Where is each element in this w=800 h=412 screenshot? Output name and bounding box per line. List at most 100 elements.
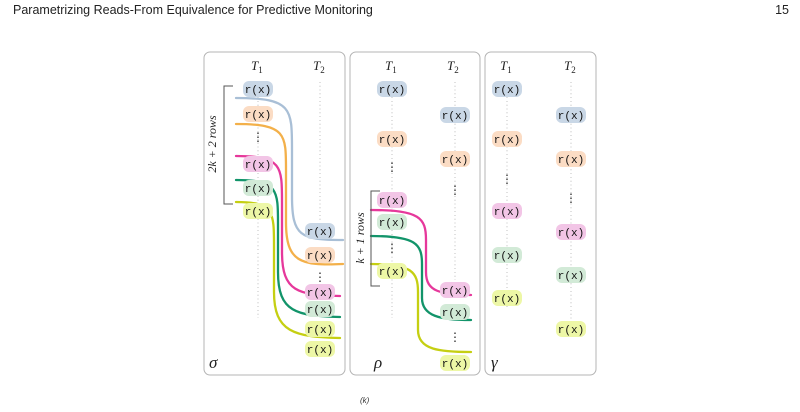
event-node-label: r(x) — [245, 160, 271, 172]
event-node-read-x: r(x) — [377, 214, 407, 230]
event-node-bg — [440, 107, 470, 123]
event-node-read-x: r(x) — [305, 223, 335, 239]
event-node-label: r(x) — [494, 135, 520, 147]
rho-t1-ellipsis-1: ⋮ — [386, 160, 398, 174]
event-node-bg — [556, 267, 586, 283]
gamma-t1-label: T1 — [500, 58, 512, 75]
sigma-t1-ellipsis: ⋮ — [252, 130, 264, 144]
sigma-curve-orange — [234, 122, 345, 266]
event-node-label: r(x) — [442, 155, 468, 167]
event-node-bg — [556, 224, 586, 240]
event-node-bg — [305, 341, 335, 357]
event-node-bg — [556, 151, 586, 167]
event-nodes: r(x) r(x) r(x) r(x) r(x) r(x) r(x) r(x) r(x) r(x)… — [243, 81, 586, 371]
running-title: Parametrizing Reads-From Equivalence for… — [13, 3, 373, 17]
event-node-bg — [492, 290, 522, 306]
event-node-label: r(x) — [379, 196, 405, 208]
event-node-bg — [305, 223, 335, 239]
event-node-label: r(x) — [307, 288, 333, 300]
event-node-label: r(x) — [442, 308, 468, 320]
event-node-label: r(x) — [245, 207, 271, 219]
event-node-bg — [243, 81, 273, 97]
event-node-bg — [377, 263, 407, 279]
event-node-bg — [377, 214, 407, 230]
event-node-read-x: r(x) — [492, 203, 522, 219]
event-node-read-x: r(x) — [492, 247, 522, 263]
event-node-bg — [243, 106, 273, 122]
rho-t2-ellipsis-2: ⋮ — [449, 330, 461, 344]
event-node-read-x: r(x) — [556, 107, 586, 123]
sigma-brace-label: 2k + 2 rows — [205, 115, 219, 173]
event-node-label: r(x) — [558, 271, 584, 283]
event-node-label: r(x) — [558, 111, 584, 123]
sigma-symbol: σ — [209, 353, 218, 372]
event-node-bg — [243, 180, 273, 196]
event-node-label: r(x) — [494, 294, 520, 306]
sigma-t2-ellipsis: ⋮ — [314, 270, 326, 284]
gamma-t2-ellipsis: ⋮ — [565, 191, 577, 205]
event-node-bg — [556, 321, 586, 337]
panel-sigma-frame — [203, 51, 346, 376]
event-node-read-x: r(x) — [305, 301, 335, 317]
event-node-bg — [492, 81, 522, 97]
event-node-read-x: r(x) — [305, 321, 335, 337]
event-node-bg — [556, 107, 586, 123]
event-node-read-x: r(x) — [305, 284, 335, 300]
event-node-bg — [305, 247, 335, 263]
event-node-read-x: r(x) — [377, 131, 407, 147]
rho-t1-ellipsis-2: ⋮ — [386, 241, 398, 255]
event-node-label: r(x) — [245, 110, 271, 122]
event-node-label: r(x) — [558, 228, 584, 240]
event-node-label: r(x) — [558, 325, 584, 337]
gamma-t1-ellipsis: ⋮ — [501, 172, 513, 186]
event-node-label: r(x) — [307, 325, 333, 337]
event-node-read-x: r(x) — [492, 81, 522, 97]
event-node-read-x: r(x) — [305, 247, 335, 263]
event-node-read-x: r(x) — [556, 224, 586, 240]
event-node-label: r(x) — [442, 111, 468, 123]
panel-gamma-frame — [484, 51, 597, 376]
event-node-label: r(x) — [379, 267, 405, 279]
rho-t1-label: T1 — [385, 58, 397, 75]
event-node-read-x: r(x) — [243, 156, 273, 172]
event-node-label: r(x) — [379, 135, 405, 147]
page-number: 15 — [775, 3, 789, 17]
event-node-read-x: r(x) — [440, 282, 470, 298]
rho-brace — [370, 190, 380, 287]
event-node-read-x: r(x) — [243, 106, 273, 122]
event-node-read-x: r(x) — [377, 263, 407, 279]
sigma-t2-label: T2 — [313, 58, 325, 75]
gamma-symbol: γ — [491, 353, 499, 372]
rho-symbol: ρ — [373, 353, 382, 372]
event-node-read-x: r(x) — [243, 81, 273, 97]
event-node-bg — [305, 301, 335, 317]
event-node-label: r(x) — [558, 155, 584, 167]
event-node-label: r(x) — [245, 85, 271, 97]
event-node-bg — [377, 131, 407, 147]
event-node-label: r(x) — [307, 227, 333, 239]
event-node-bg — [243, 203, 273, 219]
event-node-read-x: r(x) — [556, 267, 586, 283]
event-node-bg — [440, 151, 470, 167]
event-node-read-x: r(x) — [305, 341, 335, 357]
event-node-bg — [492, 131, 522, 147]
event-node-label: r(x) — [494, 207, 520, 219]
event-node-bg — [377, 192, 407, 208]
sigma-t1-label: T1 — [251, 58, 263, 75]
event-node-read-x: r(x) — [440, 107, 470, 123]
rho-brace-label: k + 1 rows — [353, 212, 367, 264]
event-node-read-x: r(x) — [377, 81, 407, 97]
event-node-bg — [243, 156, 273, 172]
event-node-label: r(x) — [307, 251, 333, 263]
event-node-label: r(x) — [494, 85, 520, 97]
event-node-read-x: r(x) — [440, 355, 470, 371]
event-node-bg — [440, 282, 470, 298]
gamma-t2-label: T2 — [564, 58, 576, 75]
event-node-bg — [492, 247, 522, 263]
event-node-bg — [305, 284, 335, 300]
event-node-read-x: r(x) — [377, 192, 407, 208]
event-node-bg — [492, 203, 522, 219]
event-node-read-x: r(x) — [243, 180, 273, 196]
event-node-bg — [377, 81, 407, 97]
event-node-bg — [305, 321, 335, 337]
